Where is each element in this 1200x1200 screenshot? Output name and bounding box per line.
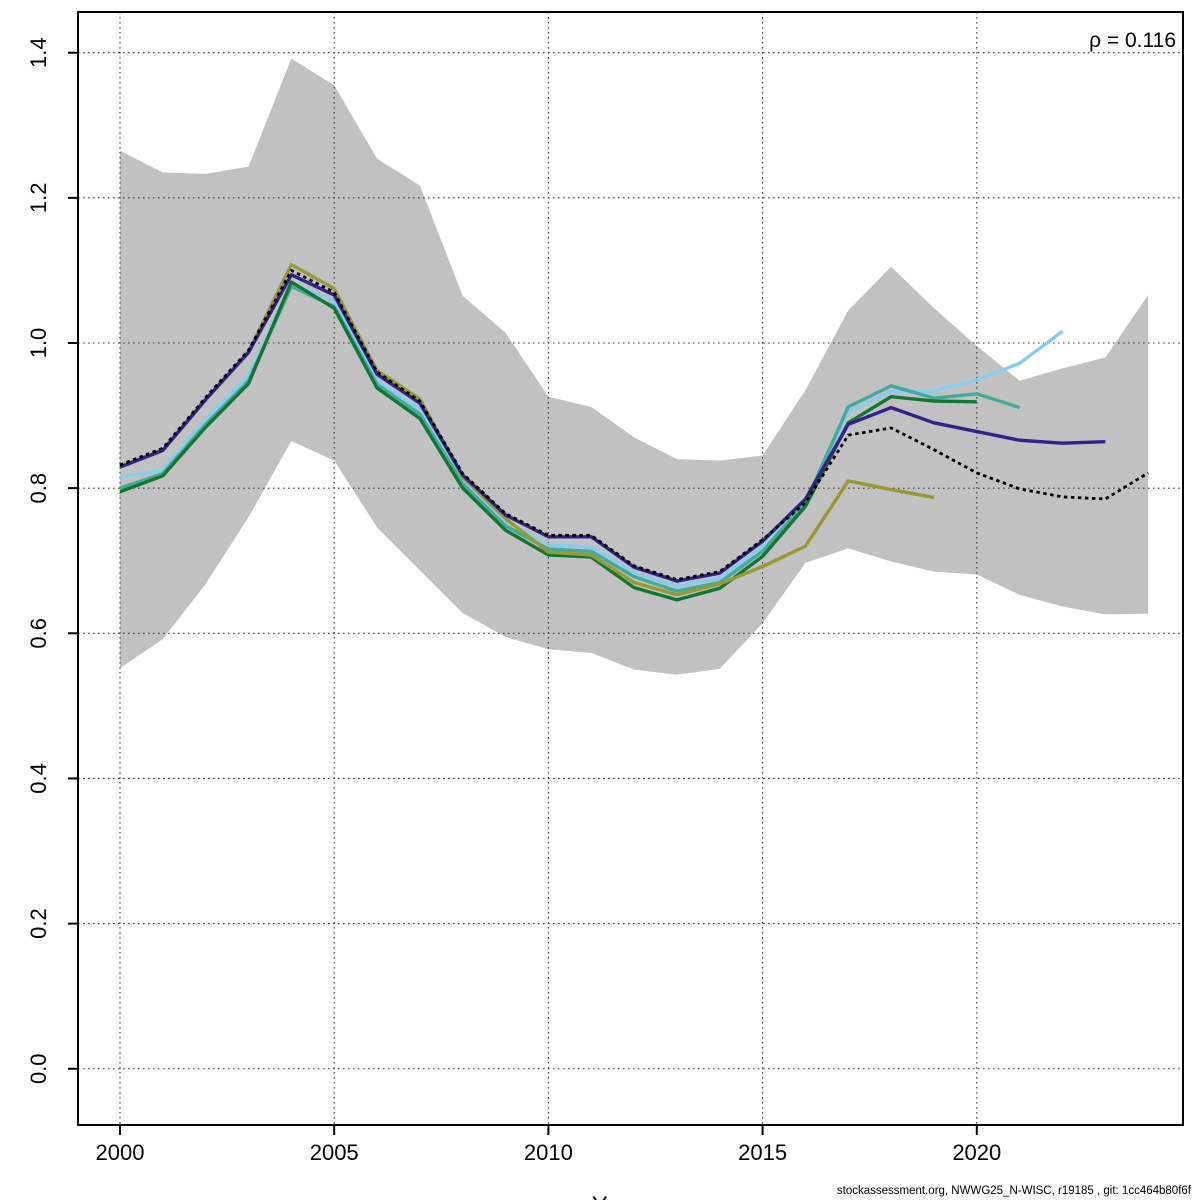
y-axis-tick-label: 0.6 [26,618,51,649]
x-axis-title: Year [592,1192,641,1200]
y-axis-tick-label: 1.4 [26,37,51,68]
x-axis-tick-label: 2010 [524,1140,573,1165]
y-axis-tick-label: 1.0 [26,328,51,359]
x-axis-tick-label: 2000 [96,1140,145,1165]
footer-attribution: stockassessment.org, NWWG25_N-WISC, r191… [837,1185,1192,1197]
series-layer [119,262,1149,602]
y-axis-tick-label: 0.0 [26,1053,51,1084]
rho-annotation: ρ = 0.116 [1089,29,1176,52]
confidence-band [120,58,1149,675]
y-axis-tick-label: 0.4 [26,763,51,794]
x-axis-tick-label: 2005 [310,1140,359,1165]
series-line-retro-peel-2023 [119,273,1106,583]
axis-layer: 2000 2005 2010 2015 2020 0.0 0.2 0.4 0.6 0.8 1.0 1.… [26,37,1001,1165]
series-line-base-run [119,269,1149,581]
y-axis-tick-label: 1.2 [26,183,51,214]
y-axis-tick-label: 0.2 [26,908,51,939]
gridline-layer [78,12,1183,1125]
y-axis-tick-label: 0.8 [26,473,51,504]
x-axis-tick-label: 2015 [738,1140,787,1165]
y-axis-title: SSB [0,524,3,572]
x-axis-tick-label: 2020 [952,1140,1001,1165]
confidence-band-layer [120,58,1149,675]
plot-border [77,11,1184,1126]
